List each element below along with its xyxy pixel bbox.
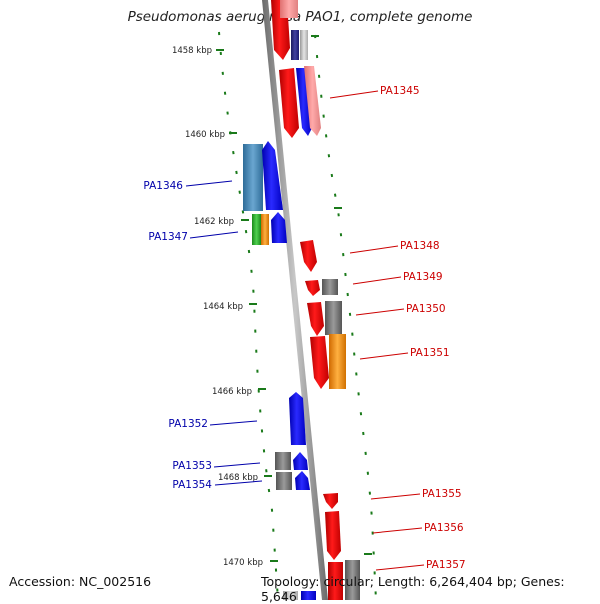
scale-dots-right bbox=[314, 34, 377, 600]
gene-arrow bbox=[293, 452, 308, 470]
gene-label[interactable]: PA1356 bbox=[424, 522, 464, 534]
scale-label: 1470 kbp bbox=[223, 558, 263, 568]
gene-box bbox=[243, 144, 263, 211]
scale-label: 1460 kbp bbox=[185, 130, 225, 140]
gene-box bbox=[261, 214, 269, 245]
gene-label[interactable]: PA1345 bbox=[380, 85, 420, 97]
gene-arrow bbox=[271, 212, 287, 243]
gene-box bbox=[345, 560, 360, 600]
gene-features-forward bbox=[271, 0, 360, 600]
leader-lines-forward bbox=[329, 90, 425, 571]
gene-box bbox=[328, 562, 343, 600]
gene-box bbox=[276, 472, 292, 490]
scale-label: 1464 kbp bbox=[203, 302, 243, 312]
gene-box bbox=[280, 0, 298, 18]
gene-label[interactable]: PA1353 bbox=[172, 460, 212, 472]
scale-ticks bbox=[216, 35, 372, 562]
gene-arrow bbox=[279, 68, 299, 138]
map-title: Pseudomonas aeruginosa PAO1, complete ge… bbox=[127, 9, 473, 25]
gene-box bbox=[252, 214, 261, 245]
gene-box bbox=[322, 279, 338, 295]
gene-arrow bbox=[323, 493, 338, 509]
scale-label: 1462 kbp bbox=[194, 217, 234, 227]
gene-arrow bbox=[304, 66, 321, 136]
gene-arrow bbox=[262, 141, 283, 210]
gene-label[interactable]: PA1349 bbox=[403, 271, 443, 283]
gene-arrow bbox=[296, 68, 312, 136]
gene-label[interactable]: PA1355 bbox=[422, 488, 462, 500]
gene-box bbox=[275, 452, 291, 470]
gene-label[interactable]: PA1347 bbox=[148, 231, 188, 243]
gene-box bbox=[300, 30, 308, 60]
gene-box bbox=[283, 591, 298, 600]
gene-arrow bbox=[307, 302, 324, 336]
gene-label[interactable]: PA1357 bbox=[426, 559, 466, 571]
gene-arrow bbox=[310, 336, 329, 389]
gene-arrow bbox=[325, 511, 341, 560]
gene-arrow bbox=[300, 240, 317, 272]
gene-label[interactable]: PA1351 bbox=[410, 347, 450, 359]
gene-label[interactable]: PA1348 bbox=[400, 240, 440, 252]
genome-backbone bbox=[262, 0, 328, 600]
gene-features-reverse bbox=[243, 141, 316, 600]
scale-label: 1458 kbp bbox=[172, 46, 212, 56]
gene-box bbox=[301, 591, 316, 600]
gene-box bbox=[291, 30, 299, 60]
gene-arrow bbox=[289, 392, 306, 445]
gene-box bbox=[325, 301, 342, 335]
leader-lines-reverse bbox=[185, 180, 263, 486]
scale-dots-left bbox=[218, 31, 279, 600]
gene-arrow bbox=[295, 471, 310, 490]
scale-label: 1468 kbp bbox=[218, 473, 258, 483]
gene-label[interactable]: PA1350 bbox=[406, 303, 446, 315]
accession-text: Accession: NC_002516 bbox=[9, 574, 152, 589]
scale-label: 1466 kbp bbox=[212, 387, 252, 397]
gene-arrow bbox=[305, 280, 320, 296]
gene-label[interactable]: PA1352 bbox=[168, 418, 208, 430]
gene-box bbox=[329, 334, 346, 389]
gene-label[interactable]: PA1346 bbox=[143, 180, 183, 192]
gene-label[interactable]: PA1354 bbox=[172, 479, 212, 491]
